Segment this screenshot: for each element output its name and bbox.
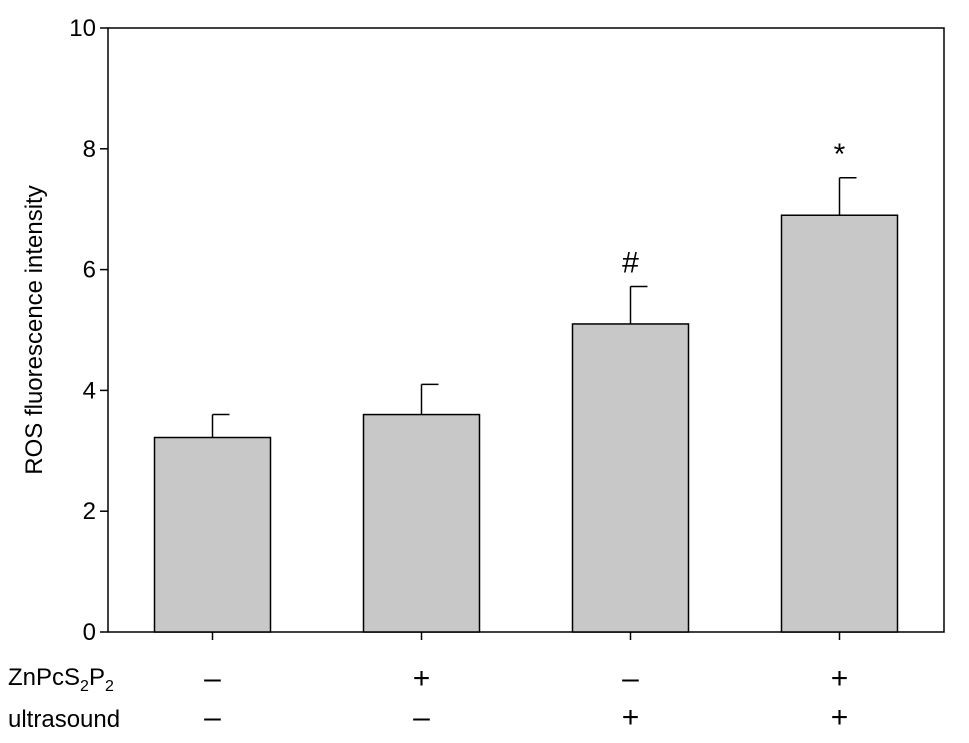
y-axis: 0 2 4 6 8 10: [69, 15, 108, 646]
significance-marker: #: [622, 247, 639, 280]
condition-sign: –: [204, 662, 221, 695]
condition-row-1-signs: – + – +: [204, 662, 848, 695]
condition-sign: –: [413, 701, 430, 734]
y-tick-label: 2: [83, 498, 96, 525]
y-tick-label: 0: [83, 619, 96, 646]
bar: [571, 323, 690, 633]
y-tick-label: 10: [69, 15, 96, 42]
condition-row-1-label: ZnPcS2P2: [8, 664, 114, 695]
condition-row-2-label: ultrasound: [8, 706, 120, 733]
y-tick-label: 6: [83, 257, 96, 284]
y-tick-label: 4: [83, 377, 96, 404]
bar: [362, 413, 481, 633]
bar: [780, 214, 899, 633]
y-axis-title: ROS fluorescence intensity: [21, 185, 48, 474]
condition-sign: +: [413, 662, 431, 695]
condition-sign: +: [831, 701, 849, 734]
significance-marker: *: [834, 138, 846, 171]
plot-frame: [107, 27, 945, 633]
condition-sign: +: [831, 662, 849, 695]
significance-markers: #*: [622, 138, 846, 280]
condition-row-1: ZnPcS2P2 – + – +: [8, 662, 848, 695]
x-axis: [211, 632, 841, 640]
condition-sign: –: [204, 701, 221, 734]
condition-row-2: ultrasound – – + +: [8, 701, 848, 734]
y-tick-label: 8: [83, 136, 96, 163]
bars: [153, 177, 899, 633]
bar: [153, 436, 272, 633]
condition-sign: +: [622, 701, 640, 734]
condition-sign: –: [622, 662, 639, 695]
condition-row-2-signs: – – + +: [204, 701, 848, 734]
